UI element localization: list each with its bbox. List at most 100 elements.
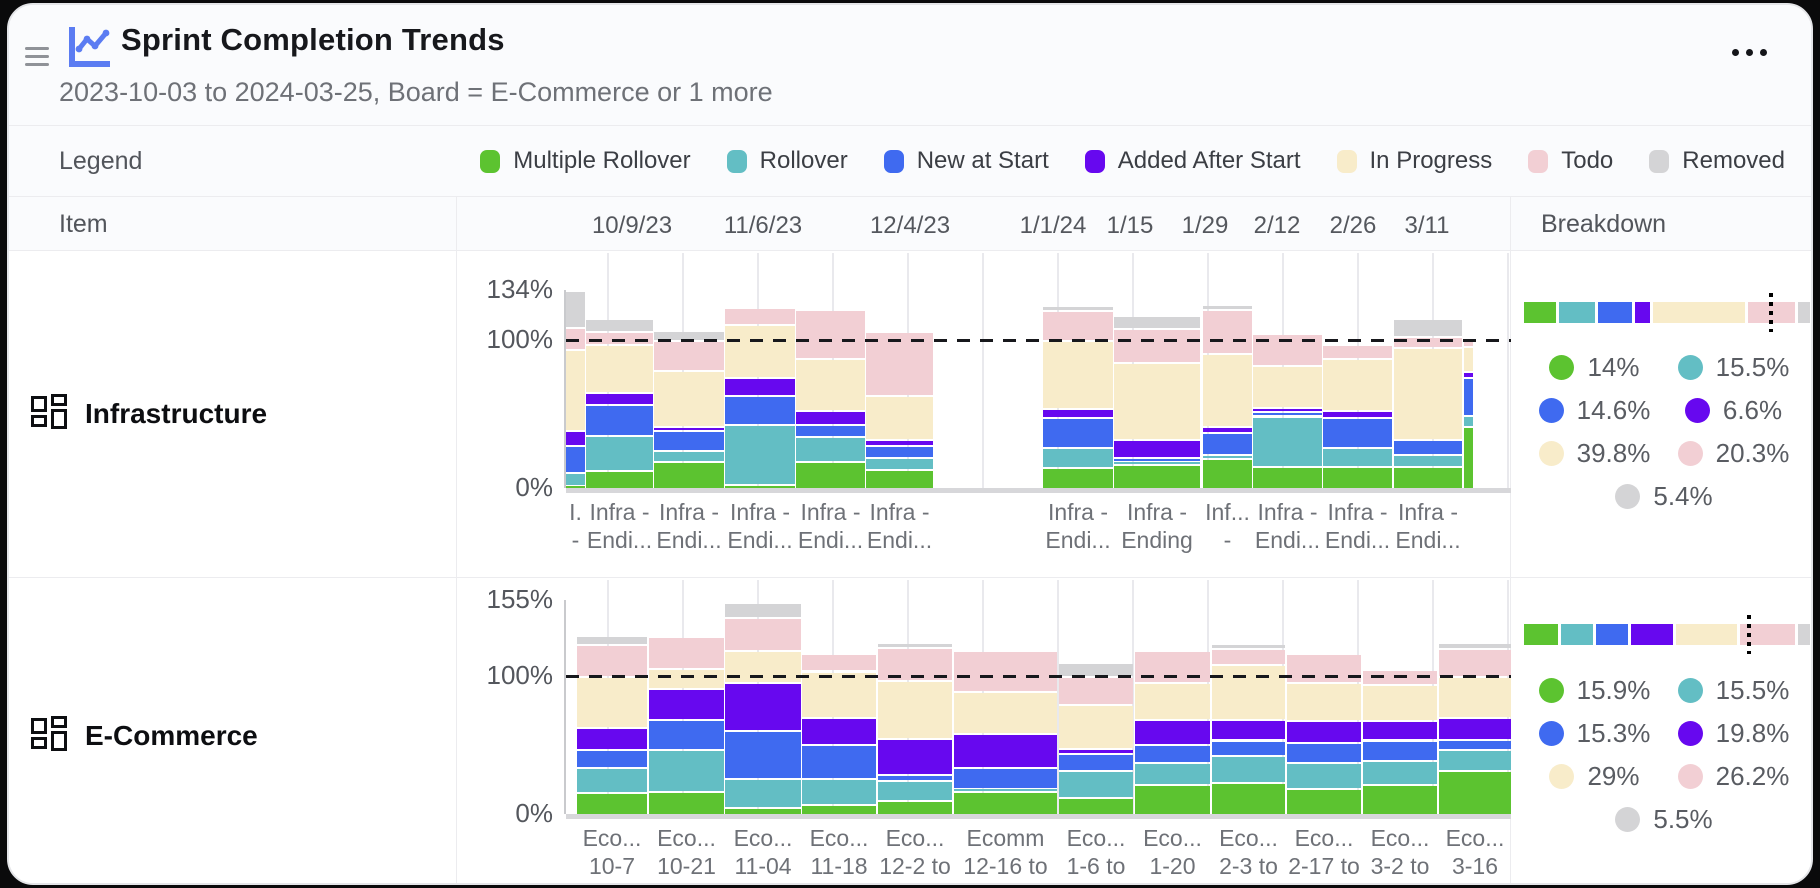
bar-segment[interactable]	[586, 405, 653, 435]
bar-segment[interactable]	[866, 441, 933, 446]
bar-segment[interactable]	[1253, 367, 1322, 407]
breakdown-segment[interactable]	[1598, 302, 1632, 323]
bar-segment[interactable]	[1439, 643, 1511, 649]
bar[interactable]	[586, 251, 653, 488]
bar-segment[interactable]	[1394, 337, 1462, 348]
bar-segment[interactable]	[1253, 413, 1322, 416]
bar-segment[interactable]	[586, 346, 653, 392]
bar-segment[interactable]	[954, 734, 1057, 768]
bar-segment[interactable]	[1439, 751, 1511, 770]
menu-icon[interactable]	[25, 47, 49, 67]
bar-segment[interactable]	[802, 780, 876, 805]
bar[interactable]	[1394, 251, 1462, 488]
bar-segment[interactable]	[1203, 460, 1252, 488]
bar-segment[interactable]	[1363, 785, 1437, 814]
bar-segment[interactable]	[725, 309, 795, 324]
bar-segment[interactable]	[796, 463, 865, 488]
bar-segment[interactable]	[1114, 330, 1200, 363]
bar-segment[interactable]	[654, 451, 724, 462]
bar-segment[interactable]	[1253, 417, 1322, 466]
bar-segment[interactable]	[649, 638, 724, 668]
bar-segment[interactable]	[1059, 755, 1133, 770]
bar-segment[interactable]	[1323, 411, 1392, 417]
legend-item-in-progress[interactable]: In Progress	[1336, 147, 1492, 175]
bar-segment[interactable]	[1363, 762, 1437, 784]
bar-segment[interactable]	[1464, 427, 1473, 488]
bar-segment[interactable]	[1114, 441, 1200, 457]
bar-segment[interactable]	[878, 775, 952, 780]
bar-segment[interactable]	[586, 436, 653, 471]
bar-segment[interactable]	[1287, 789, 1361, 814]
bar-segment[interactable]	[1287, 763, 1361, 788]
bar-segment[interactable]	[1323, 467, 1392, 488]
bar[interactable]	[1439, 578, 1511, 814]
bar-segment[interactable]	[954, 693, 1057, 733]
bar[interactable]	[725, 251, 795, 488]
bar-segment[interactable]	[1212, 644, 1285, 649]
bar[interactable]	[649, 578, 724, 814]
bar-segment[interactable]	[1464, 339, 1473, 346]
bar-segment[interactable]	[1212, 784, 1285, 814]
bar-segment[interactable]	[878, 740, 952, 774]
bar-segment[interactable]	[1043, 410, 1113, 417]
breakdown-segment[interactable]	[1634, 302, 1650, 323]
bar-segment[interactable]	[1287, 744, 1361, 762]
legend-item-rollover[interactable]: Rollover	[726, 147, 848, 175]
bar-segment[interactable]	[566, 432, 585, 446]
bar-segment[interactable]	[577, 769, 647, 792]
bar-segment[interactable]	[1043, 306, 1113, 311]
bar-segment[interactable]	[577, 729, 647, 750]
bar-segment[interactable]	[725, 683, 801, 730]
bar-segment[interactable]	[649, 751, 724, 791]
breakdown-bar[interactable]	[1524, 302, 1810, 323]
breakdown-segment[interactable]	[1740, 624, 1796, 645]
bar-segment[interactable]	[1059, 749, 1133, 754]
bar-segment[interactable]	[1059, 771, 1133, 798]
bar-segment[interactable]	[1212, 665, 1285, 719]
bar-segment[interactable]	[1203, 306, 1252, 309]
bar-segment[interactable]	[1464, 347, 1473, 372]
bar-segment[interactable]	[586, 472, 653, 488]
bar-segment[interactable]	[725, 603, 801, 617]
bar-segment[interactable]	[1323, 418, 1392, 447]
bar-segment[interactable]	[1043, 312, 1113, 340]
bar-segment[interactable]	[802, 719, 876, 744]
bar-segment[interactable]	[725, 485, 795, 488]
bar-segment[interactable]	[1135, 720, 1210, 744]
bar-segment[interactable]	[566, 291, 585, 327]
bar-segment[interactable]	[796, 359, 865, 410]
bar[interactable]	[1287, 578, 1361, 814]
bar-segment[interactable]	[577, 646, 647, 676]
bar-segment[interactable]	[654, 463, 724, 488]
bar-segment[interactable]	[866, 396, 933, 440]
bar-segment[interactable]	[566, 350, 585, 431]
bar-segment[interactable]	[954, 769, 1057, 788]
breakdown-segment[interactable]	[1560, 624, 1594, 645]
bar[interactable]	[1043, 251, 1113, 488]
bar[interactable]	[1253, 251, 1322, 488]
bar-segment[interactable]	[1203, 455, 1252, 459]
bar-segment[interactable]	[1135, 683, 1210, 719]
breakdown-segment[interactable]	[1652, 302, 1745, 323]
breakdown-segment[interactable]	[1524, 302, 1557, 323]
legend-item-multiple-rollover[interactable]: Multiple Rollover	[480, 147, 691, 175]
bar-segment[interactable]	[1464, 417, 1473, 426]
bar-segment[interactable]	[1439, 741, 1511, 750]
bar-segment[interactable]	[1114, 364, 1200, 440]
breakdown-segment[interactable]	[1631, 624, 1674, 645]
bar-segment[interactable]	[654, 432, 724, 450]
bar-segment[interactable]	[1203, 310, 1252, 354]
breakdown-segment[interactable]	[1524, 624, 1558, 645]
bar-segment[interactable]	[725, 731, 801, 779]
bar-segment[interactable]	[796, 411, 865, 425]
bar[interactable]	[1135, 578, 1210, 814]
bar-segment[interactable]	[1253, 408, 1322, 412]
bar[interactable]	[1323, 251, 1392, 488]
bar-segment[interactable]	[1059, 664, 1133, 676]
bar-segment[interactable]	[577, 636, 647, 645]
bar-segment[interactable]	[1363, 686, 1437, 721]
bar-segment[interactable]	[1439, 771, 1511, 814]
breakdown-segment[interactable]	[1798, 624, 1810, 645]
bar-segment[interactable]	[725, 426, 795, 484]
bar-segment[interactable]	[1323, 346, 1392, 358]
